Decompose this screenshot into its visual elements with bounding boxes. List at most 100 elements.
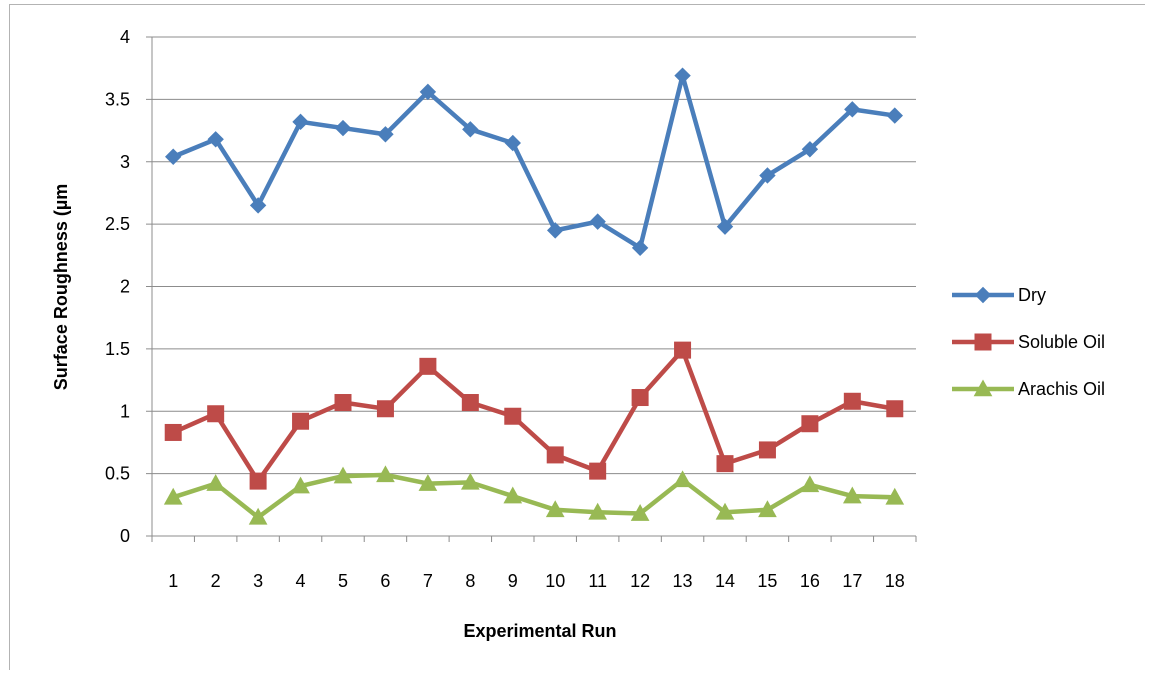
series-line-arachis-oil: [172, 472, 895, 520]
data-point-soluble-oil: [461, 394, 479, 412]
data-point-dry: [504, 134, 521, 152]
data-point-dry: [759, 167, 776, 184]
y-tick-label: 0.5: [105, 464, 130, 484]
legend-marker: [974, 333, 992, 351]
data-point-arachis-oil: [333, 466, 353, 484]
data-point-arachis-oil: [248, 507, 268, 525]
series-arachis-oil: [163, 465, 905, 525]
data-point-soluble-oil: [546, 446, 564, 464]
data-point-dry: [631, 239, 649, 257]
x-tick-label: 6: [380, 571, 390, 591]
x-tick-label: 11: [588, 571, 607, 591]
data-point-arachis-oil: [758, 500, 777, 518]
data-point-dry: [462, 121, 479, 138]
axes: [146, 36, 917, 542]
y-tick-label: 3.5: [105, 89, 130, 109]
data-point-dry: [844, 101, 861, 118]
y-tick-label: 4: [120, 27, 130, 47]
data-point-arachis-oil: [291, 476, 310, 494]
data-point-soluble-oil: [886, 400, 904, 418]
x-tick-label: 14: [715, 571, 735, 591]
data-point-arachis-oil: [418, 474, 438, 491]
data-point-arachis-oil: [630, 504, 650, 521]
data-point-arachis-oil: [800, 475, 820, 493]
data-point-soluble-oil: [292, 412, 310, 430]
data-point-arachis-oil: [376, 465, 395, 483]
data-point-arachis-oil: [885, 487, 905, 505]
data-point-soluble-oil: [843, 392, 861, 410]
gridlines: [152, 36, 916, 475]
data-point-dry: [589, 213, 606, 230]
data-point-dry: [801, 141, 819, 158]
data-point-soluble-oil: [249, 472, 267, 490]
x-axis-title: Experimental Run: [463, 621, 616, 641]
data-point-dry: [547, 222, 564, 239]
data-point-arachis-oil: [588, 502, 608, 520]
x-tick-label: 3: [253, 571, 263, 591]
data-point-soluble-oil: [334, 394, 352, 412]
x-tick-label: 16: [800, 571, 820, 591]
data-point-soluble-oil: [419, 357, 437, 375]
series-dry: [165, 67, 903, 257]
data-point-soluble-oil: [207, 405, 225, 423]
data-point-dry: [165, 148, 182, 165]
data-point-dry: [674, 67, 691, 84]
data-point-soluble-oil: [376, 400, 394, 418]
data-point-soluble-oil: [504, 407, 522, 425]
x-tick-label: 15: [757, 571, 777, 591]
series-line-dry: [172, 73, 896, 251]
data-point-arachis-oil: [206, 474, 226, 491]
data-point-arachis-oil: [715, 502, 735, 520]
x-tick-labels: 1 2 3 4 5 6 7 8 9 10 11 12 13 14 15 16 17 18: [168, 571, 905, 591]
x-tick-label: 17: [842, 571, 862, 591]
data-point-arachis-oil: [673, 470, 692, 488]
legend-item-dry: Dry: [952, 285, 1046, 305]
chart-area: [9, 4, 1145, 670]
data-point-soluble-oil: [801, 415, 819, 433]
data-point-arachis-oil: [842, 486, 862, 504]
y-tick-label: 1: [120, 401, 130, 421]
data-point-dry: [207, 131, 224, 148]
y-tick-label: 0: [120, 526, 130, 546]
series-line-soluble-oil: [172, 347, 896, 484]
data-point-arachis-oil: [460, 472, 480, 490]
x-tick-label: 10: [545, 571, 565, 591]
x-tick-label: 4: [296, 571, 306, 591]
legend-label: Soluble Oil: [1018, 332, 1105, 352]
data-point-soluble-oil: [758, 441, 776, 459]
x-tick-label: 12: [630, 571, 650, 591]
x-tick-label: 9: [508, 571, 518, 591]
data-point-soluble-oil: [631, 389, 649, 407]
x-tick-label: 8: [465, 571, 475, 591]
data-point-dry: [334, 119, 352, 137]
legend-label: Arachis Oil: [1018, 379, 1105, 399]
legend-marker: [974, 286, 992, 304]
data-point-dry: [886, 107, 903, 124]
data-point-soluble-oil: [674, 341, 692, 359]
data-point-dry: [716, 218, 734, 235]
y-axis-title: Surface Roughness (µm: [51, 184, 71, 390]
data-point-dry: [419, 83, 437, 101]
data-point-arachis-oil: [503, 486, 523, 504]
legend-marker: [973, 379, 993, 397]
data-point-dry: [377, 126, 394, 143]
y-tick-labels: 0 0.5 1 1.5 2 2.5 3 3.5 4: [105, 27, 130, 546]
x-tick-label: 5: [338, 571, 348, 591]
y-tick-label: 3: [120, 152, 130, 172]
data-point-soluble-oil: [716, 455, 734, 473]
data-point-arachis-oil: [545, 500, 565, 518]
data-point-arachis-oil: [163, 487, 183, 505]
legend-item-arachis-oil: Arachis Oil: [952, 379, 1105, 399]
x-tick-label: 1: [168, 571, 178, 591]
y-tick-label: 1.5: [105, 339, 130, 359]
x-tick-label: 18: [885, 571, 905, 591]
data-point-soluble-oil: [589, 462, 607, 480]
data-point-soluble-oil: [164, 423, 182, 441]
legend-label: Dry: [1018, 285, 1046, 305]
y-tick-label: 2: [120, 277, 130, 297]
x-tick-label: 13: [673, 571, 693, 591]
legend: Dry Soluble Oil Arachis Oil: [952, 285, 1105, 399]
x-tick-label: 2: [211, 571, 221, 591]
x-tick-label: 7: [423, 571, 433, 591]
legend-item-soluble-oil: Soluble Oil: [952, 332, 1105, 352]
